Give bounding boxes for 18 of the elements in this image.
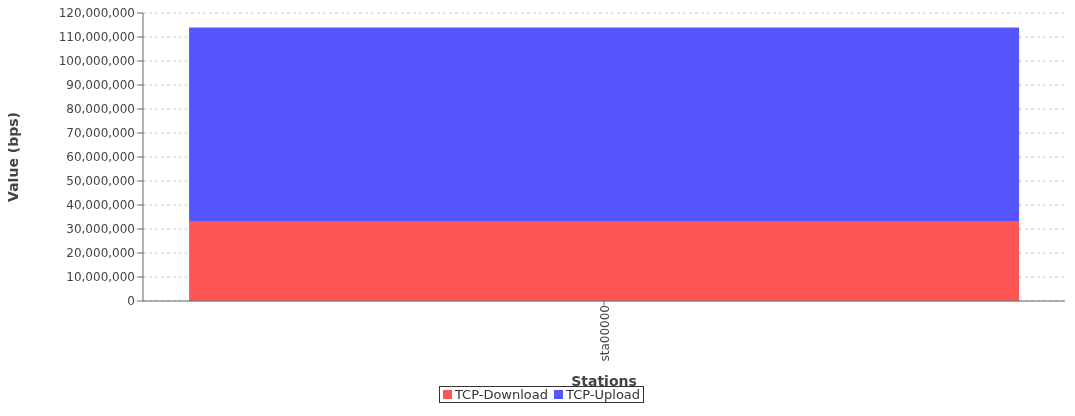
y-tick-label: 120,000,000 (58, 6, 135, 21)
y-tick-label: 40,000,000 (66, 198, 135, 213)
y-tick-label: 20,000,000 (66, 246, 135, 261)
y-tick-label: 50,000,000 (66, 174, 135, 189)
y-tick-label: 110,000,000 (58, 30, 135, 45)
legend-label: TCP-Upload (565, 387, 641, 402)
legend-label: TCP-Download (453, 387, 549, 402)
y-tick-label: 0 (127, 294, 135, 309)
y-tick-label: 100,000,000 (58, 54, 135, 69)
y-tick-label: 70,000,000 (66, 126, 135, 141)
x-axis-title: Stations (571, 373, 637, 389)
y-tick-label: 10,000,000 (66, 270, 135, 285)
y-tick-label: 60,000,000 (66, 150, 135, 165)
y-tick-label: 80,000,000 (66, 102, 135, 117)
y-axis-title: Value (bps) (4, 112, 21, 202)
y-tick-label: 90,000,000 (66, 78, 135, 93)
x-tick-label: sta00000 (597, 305, 612, 362)
y-tick-label: 30,000,000 (66, 222, 135, 237)
